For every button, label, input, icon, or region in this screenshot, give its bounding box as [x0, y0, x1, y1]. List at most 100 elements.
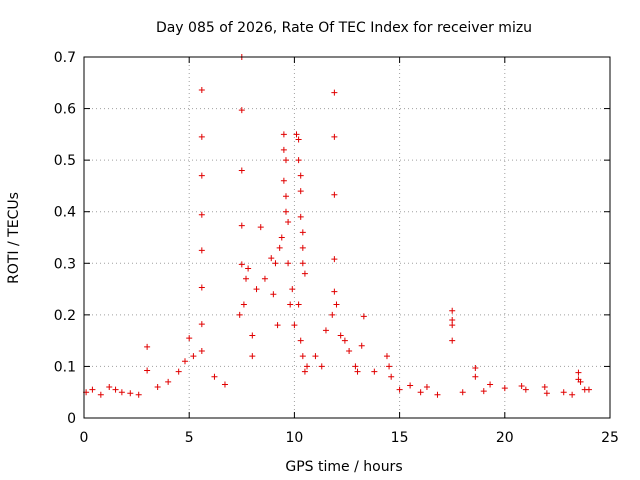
data-point [301, 270, 308, 277]
data-point [577, 378, 584, 385]
data-point [211, 373, 218, 380]
axis-ticks [83, 56, 611, 419]
data-point [575, 369, 582, 376]
data-point [280, 131, 287, 138]
data-point [318, 363, 325, 370]
data-point [331, 133, 338, 140]
data-point [560, 389, 567, 396]
data-point [299, 353, 306, 360]
data-point [304, 363, 311, 370]
data-point [449, 322, 456, 329]
data-point [238, 222, 245, 229]
x-tick-label: 10 [285, 430, 303, 446]
data-point [585, 386, 592, 393]
data-point [322, 327, 329, 334]
data-point [297, 337, 304, 344]
data-point [388, 373, 395, 380]
chart-title: Day 085 of 2026, Rate Of TEC Index for r… [156, 20, 532, 36]
data-point [112, 386, 119, 393]
data-point [518, 383, 525, 390]
data-point [285, 260, 292, 267]
data-point [297, 172, 304, 179]
y-axis-label: ROTI / TECUs [6, 192, 22, 284]
x-tick-label: 15 [391, 430, 409, 446]
data-point [249, 353, 256, 360]
data-point [331, 256, 338, 263]
y-tick-label: 0.1 [54, 359, 76, 375]
data-point [297, 188, 304, 195]
data-point [270, 291, 277, 298]
data-point [285, 219, 292, 226]
y-tick-label: 0.5 [54, 153, 76, 169]
data-point [198, 211, 205, 218]
data-point [360, 313, 367, 320]
data-point [165, 378, 172, 385]
x-tick-label: 20 [496, 430, 514, 446]
data-point [280, 177, 287, 184]
data-point [541, 384, 548, 391]
data-point [154, 384, 161, 391]
data-point [236, 311, 243, 318]
data-point [221, 381, 228, 388]
data-point [449, 337, 456, 344]
data-point [261, 275, 268, 282]
data-point [480, 388, 487, 395]
data-point [459, 389, 466, 396]
data-point [522, 386, 529, 393]
data-point [186, 335, 193, 342]
x-axis-label: GPS time / hours [285, 459, 402, 475]
data-point [291, 322, 298, 329]
data-point [331, 191, 338, 198]
data-point [289, 286, 296, 293]
data-point [449, 317, 456, 324]
data-point [386, 363, 393, 370]
plot-frame [83, 56, 611, 419]
data-point [299, 244, 306, 251]
data-point [569, 391, 576, 398]
data-point [501, 385, 508, 392]
data-point [434, 391, 441, 398]
data-point [301, 368, 308, 375]
data-point [245, 265, 252, 272]
data-point [144, 343, 151, 350]
data-point [472, 364, 479, 371]
data-point [238, 107, 245, 114]
data-point [352, 363, 359, 370]
data-point [278, 234, 285, 241]
data-point [337, 332, 344, 339]
data-point [272, 260, 279, 267]
data-point [346, 347, 353, 354]
data-point [106, 384, 113, 391]
data-point [175, 368, 182, 375]
data-point [280, 146, 287, 153]
data-point [243, 275, 250, 282]
data-point [331, 89, 338, 96]
data-point [238, 261, 245, 268]
grid [84, 57, 610, 418]
data-point [198, 172, 205, 179]
x-tick-label: 0 [80, 430, 89, 446]
data-point [297, 213, 304, 220]
data-point [396, 386, 403, 393]
data-point [295, 157, 302, 164]
y-tick-label: 0 [67, 411, 76, 427]
data-point [144, 367, 151, 374]
data-point [282, 193, 289, 200]
data-point [299, 229, 306, 236]
data-point [198, 347, 205, 354]
data-point [449, 307, 456, 314]
data-point [198, 321, 205, 328]
data-point [274, 322, 281, 329]
data-point [240, 301, 247, 308]
data-point [89, 386, 96, 393]
data-point [487, 381, 494, 388]
data-point [295, 301, 302, 308]
data-point [127, 390, 134, 397]
data-point [268, 255, 275, 262]
data-point [135, 391, 142, 398]
data-point [190, 353, 197, 360]
data-point [543, 390, 550, 397]
data-point [472, 373, 479, 380]
data-point [423, 384, 430, 391]
data-point [253, 286, 260, 293]
